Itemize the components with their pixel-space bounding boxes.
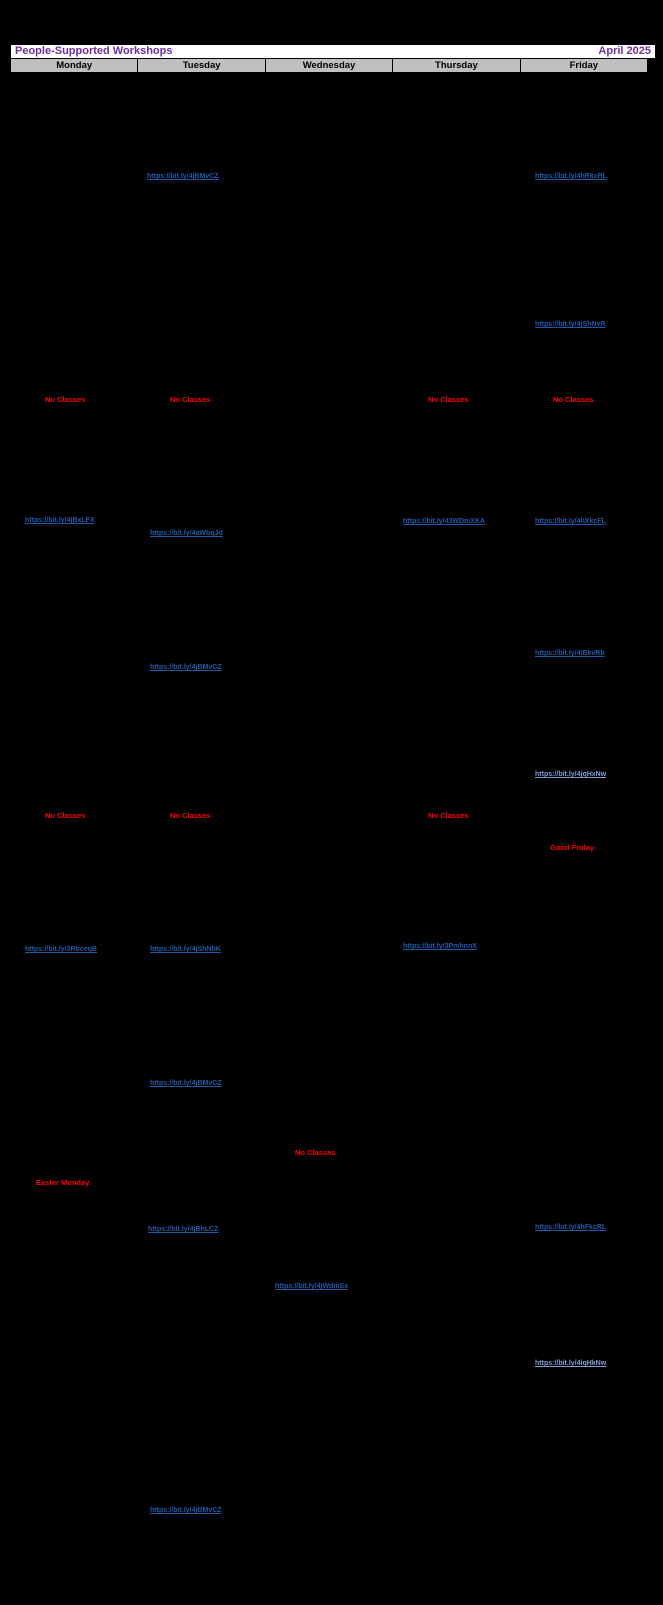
workshop-link[interactable]: https://bit.ly/4iqHkNw	[535, 1360, 607, 1367]
no-classes-label: No Classes	[170, 811, 211, 820]
no-classes-label: No Classes	[428, 395, 469, 404]
workshop-link[interactable]: https://bit.ly/4hRkxRL	[535, 173, 607, 180]
holiday-label: Good Friday	[550, 843, 595, 852]
workshop-link[interactable]: https://bit.ly/4jShNbK	[150, 946, 221, 953]
calendar-title: People-Supported Workshops	[15, 45, 173, 57]
no-classes-label: No Classes	[428, 811, 469, 820]
no-classes-label: No Classes	[45, 811, 86, 820]
workshop-link[interactable]: https://bit.ly/4aWbqJd	[150, 530, 223, 537]
workshop-link[interactable]: https://bit.ly/4jBMvCZ	[147, 173, 219, 180]
day-header-row: Monday Tuesday Wednesday Thursday Friday	[10, 58, 649, 73]
workshop-link[interactable]: https://bit.ly/4iBkvRb	[535, 650, 605, 657]
no-classes-label: No Classes	[45, 395, 86, 404]
workshop-link[interactable]: https://bit.ly/4jWdmSx	[275, 1283, 349, 1290]
day-header-friday: Friday	[520, 58, 649, 73]
holiday-label: Easter Monday	[36, 1178, 90, 1187]
no-classes-label: No Classes	[295, 1148, 336, 1157]
workshop-link[interactable]: https://bit.ly/43WDmXKA	[403, 518, 486, 525]
day-header-thursday: Thursday	[393, 58, 521, 73]
workshop-link[interactable]: https://bit.ly/4jBxLFX	[25, 517, 95, 524]
workshop-link[interactable]: https://bit.ly/4jBhLCZ	[148, 1226, 219, 1233]
workshop-link[interactable]: https://bit.ly/4hXkcFL	[535, 518, 606, 525]
day-header-tuesday: Tuesday	[138, 58, 266, 73]
workshop-link[interactable]: https://bit.ly/4hFkcRL	[535, 1224, 607, 1231]
no-classes-label: No Classes	[553, 395, 594, 404]
workshop-link[interactable]: https://bit.ly/4jBMvCZ	[150, 664, 222, 671]
workshop-link[interactable]: https://bit.ly/3RbceqB	[25, 946, 97, 953]
workshop-link[interactable]: https://bit.ly/3PmhnnX	[403, 943, 477, 950]
day-header-wednesday: Wednesday	[265, 58, 394, 73]
workshop-link[interactable]: https://bit.ly/4jBMvCZ	[150, 1080, 222, 1087]
workshop-link[interactable]: https://bit.ly/4jShNvR	[535, 321, 606, 328]
workshop-link[interactable]: https://bit.ly/4jBMvCZ	[150, 1507, 222, 1514]
day-header-monday: Monday	[10, 58, 139, 73]
workshop-link[interactable]: https://bit.ly/4jqHxNw	[535, 771, 607, 778]
no-classes-label: No Classes	[170, 395, 211, 404]
calendar-month-label: April 2025	[598, 45, 651, 57]
